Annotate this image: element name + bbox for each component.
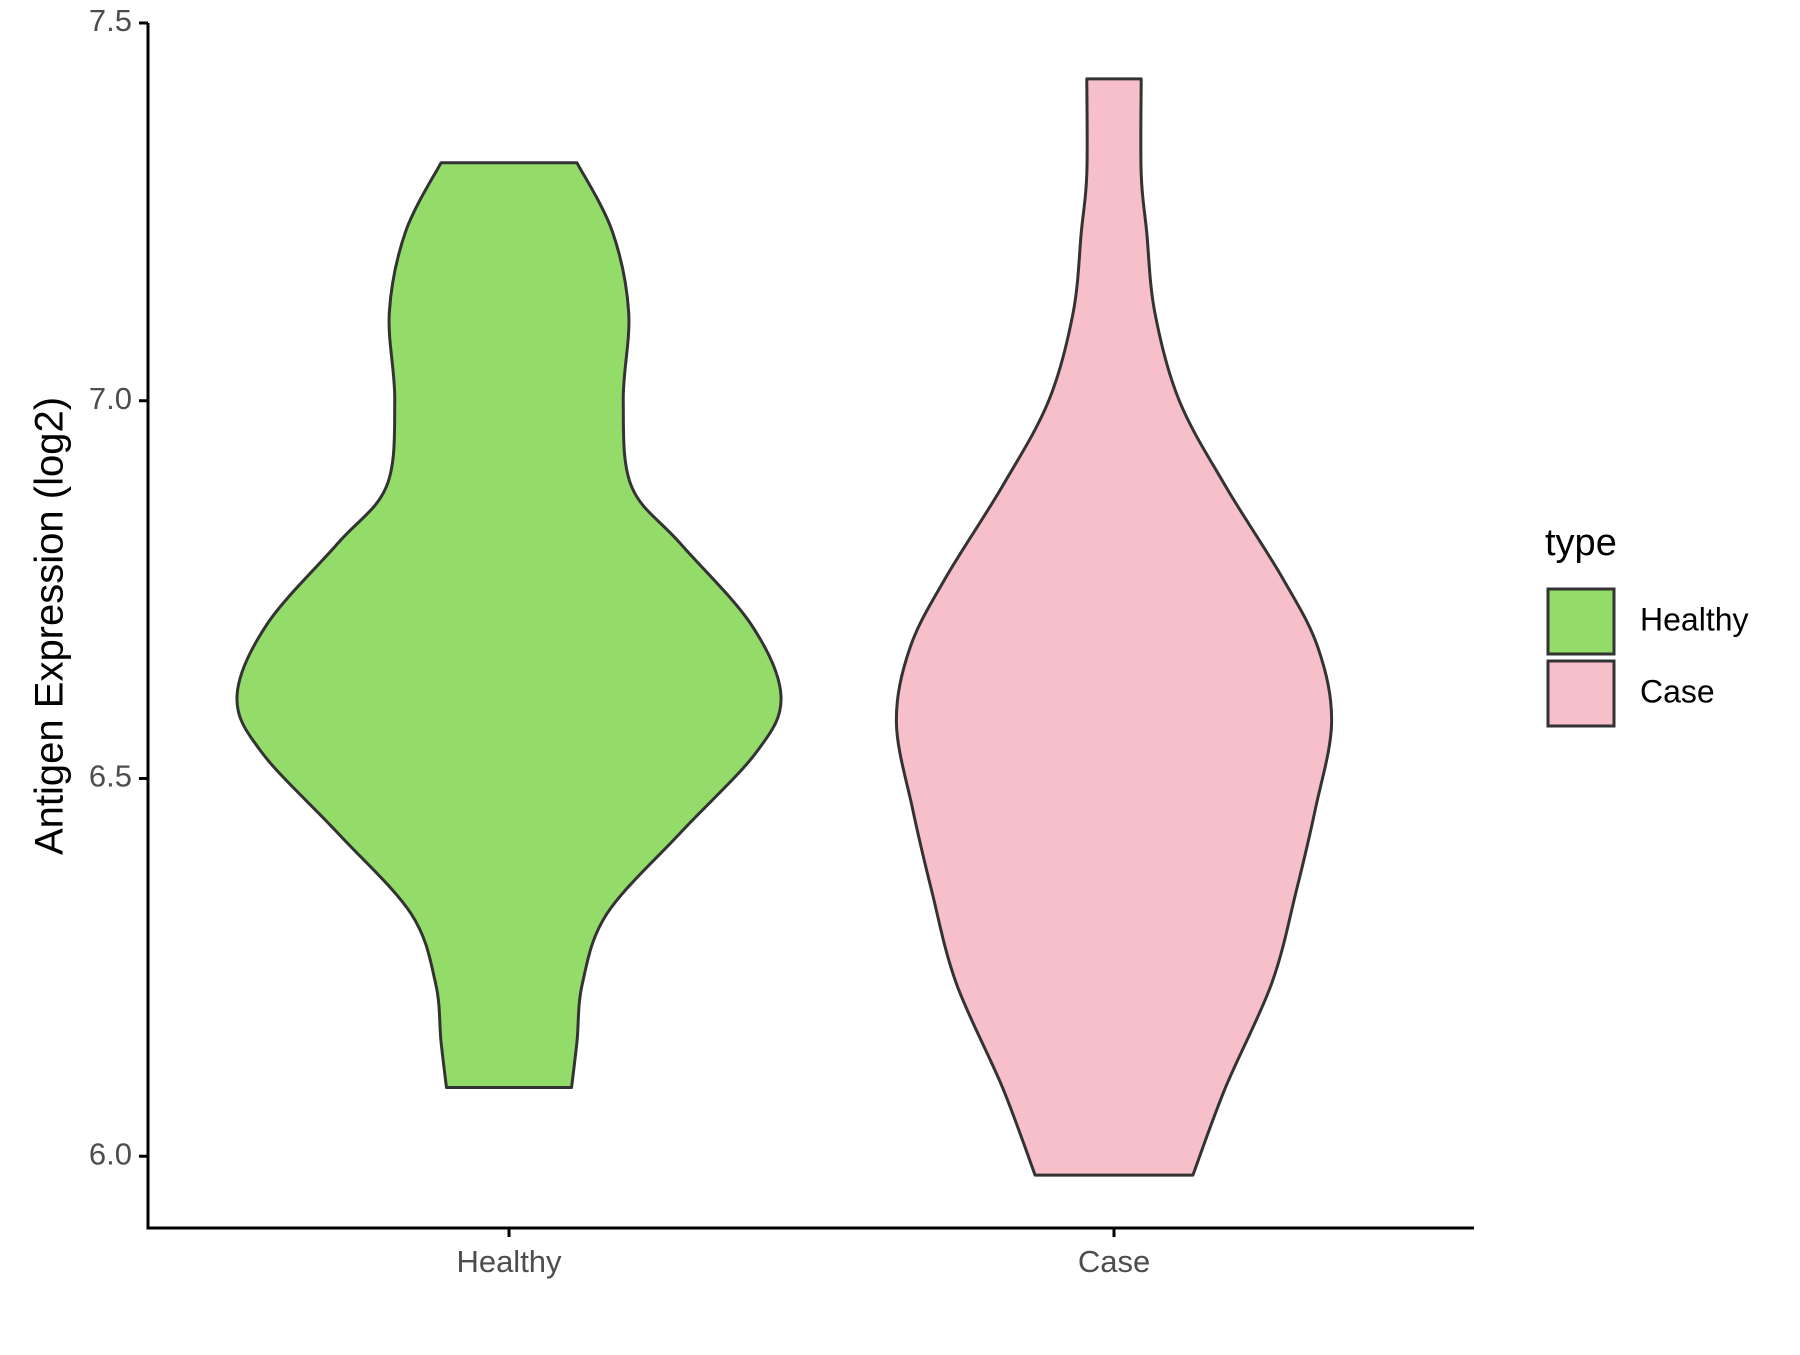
y-tick-label: 6.0 — [89, 1136, 132, 1171]
x-tick-label: Healthy — [456, 1244, 562, 1279]
legend-key — [1546, 659, 1616, 728]
legend-key — [1546, 587, 1616, 656]
y-axis-title: Antigen Expression (log2) — [28, 397, 72, 855]
y-tick-label: 6.5 — [89, 759, 132, 794]
legend-title: type — [1545, 522, 1617, 564]
violin — [235, 161, 783, 1089]
violin — [894, 77, 1334, 1177]
legend-label: Case — [1640, 673, 1715, 709]
y-tick-label: 7.5 — [89, 3, 132, 38]
y-tick-label: 7.0 — [89, 381, 132, 416]
legend-label: Healthy — [1640, 601, 1749, 637]
x-tick-label: Case — [1078, 1244, 1150, 1279]
